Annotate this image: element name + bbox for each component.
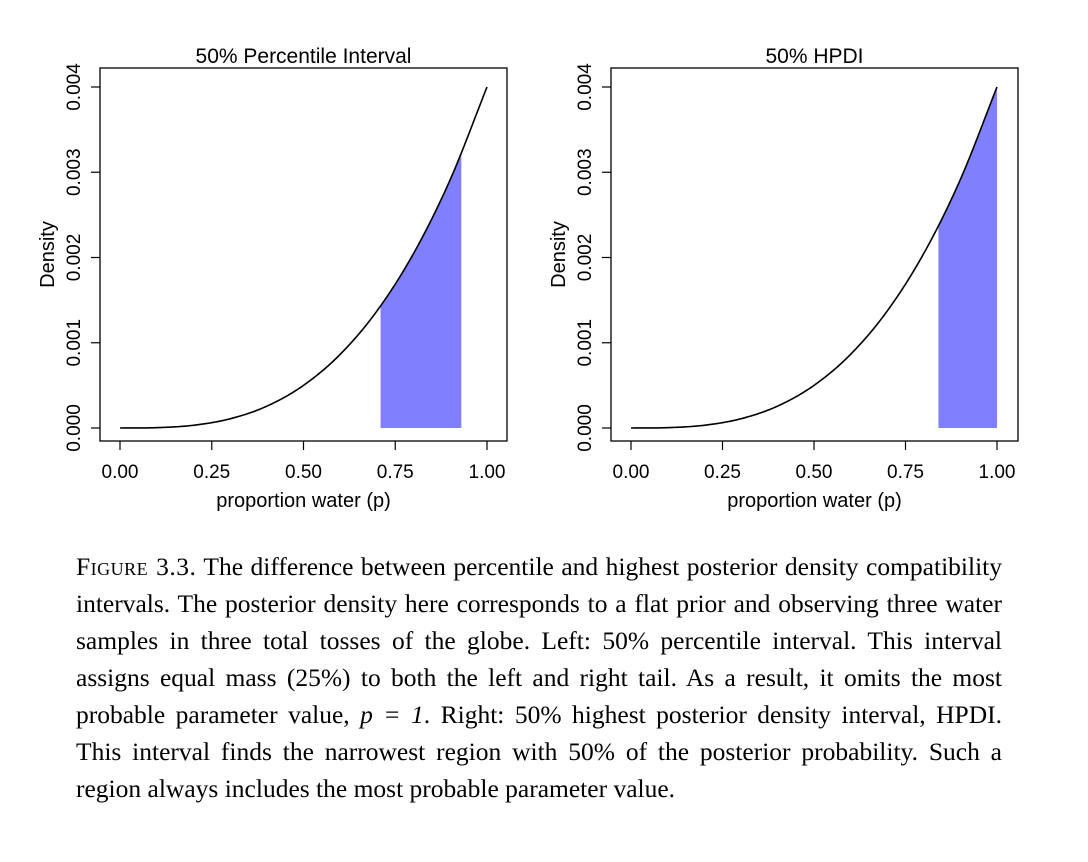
- caption-text-part-2: . Right: 50% highest posterior density i…: [76, 700, 1002, 803]
- x-tick-label: 0.00: [102, 462, 139, 483]
- y-axis-title: Density: [548, 221, 570, 288]
- y-tick-label: 0.001: [575, 319, 596, 367]
- y-tick-label: 0.002: [575, 234, 596, 282]
- x-tick-label: 0.50: [285, 462, 322, 483]
- x-tick-label: 1.00: [469, 462, 506, 483]
- x-axis-title: proportion water (p): [727, 490, 902, 512]
- y-tick-label: 0.002: [64, 234, 85, 282]
- y-tick-label: 0.003: [575, 148, 596, 196]
- y-tick-label: 0.004: [64, 63, 85, 111]
- shaded-interval: [380, 153, 462, 429]
- x-tick-label: 1.00: [979, 462, 1016, 483]
- y-tick-label: 0.000: [575, 404, 596, 452]
- shaded-interval: [938, 87, 997, 428]
- y-tick-label: 0.000: [64, 404, 85, 452]
- chart-title: 50% HPDI: [765, 45, 863, 68]
- density-curve: [630, 86, 998, 429]
- chart-panel-1: 0.00 0.25 0.50 0.75 1.00 0.000 0.001 0.002 0.003…: [37, 45, 508, 512]
- x-tick-label: 0.25: [193, 462, 230, 483]
- x-tick-label: 0.50: [796, 462, 833, 483]
- density-curve: [119, 86, 488, 429]
- y-tick-label: 0.001: [64, 319, 85, 367]
- chart-title: 50% Percentile Interval: [196, 45, 412, 68]
- y-axis-title: Density: [37, 221, 59, 288]
- y-tick-label: 0.004: [575, 63, 596, 111]
- x-tick-label: 0.25: [704, 462, 741, 483]
- x-tick-label: 0.75: [887, 462, 924, 483]
- x-tick-label: 0.75: [377, 462, 414, 483]
- figure-charts: 0.00 0.25 0.50 0.75 1.00 0.000 0.001 0.002 0.003…: [37, 45, 1019, 512]
- caption-text-part-1: The difference between percentile and hi…: [76, 552, 1002, 729]
- caption-equation: p = 1: [360, 700, 424, 729]
- caption-label: Figure 3.3.: [76, 552, 197, 581]
- figure-caption: Figure 3.3. The difference between perce…: [76, 548, 1002, 807]
- x-axis-title: proportion water (p): [216, 490, 391, 512]
- chart-panel-2: 0.00 0.25 0.50 0.75 1.00 0.000 0.001 0.002 0.003…: [548, 45, 1019, 512]
- x-tick-label: 0.00: [613, 462, 650, 483]
- y-tick-label: 0.003: [64, 148, 85, 196]
